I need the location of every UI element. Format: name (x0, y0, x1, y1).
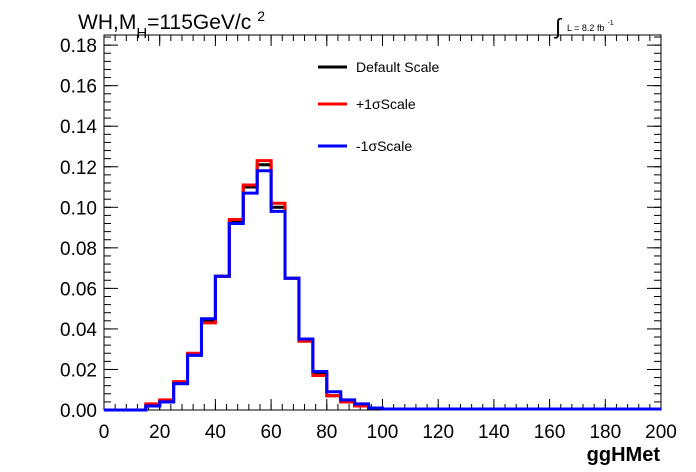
x-tick-label: 200 (645, 422, 677, 443)
x-tick-label: 40 (205, 422, 226, 443)
title-subscript: H (136, 25, 147, 42)
x-tick-label: 20 (149, 422, 170, 443)
y-tick-label: 0.00 (60, 401, 97, 422)
y-tick-label: 0.02 (60, 360, 97, 381)
y-tick-label: 0.14 (60, 117, 97, 138)
x-tick-label: 180 (589, 422, 621, 443)
y-tick-label: 0.08 (60, 239, 97, 260)
legend-label-1: +1σScale (356, 96, 416, 112)
luminosity-value: L = 8.2 fb (567, 23, 604, 33)
y-tick-label: 0.06 (60, 279, 97, 300)
legend: Default Scale +1σScale -1σScale (318, 59, 439, 154)
y-tick-label: 0.12 (60, 158, 97, 179)
legend-label-0: Default Scale (356, 59, 439, 75)
luminosity-exponent: -1 (607, 20, 613, 27)
luminosity-integral: ∫ (553, 14, 563, 39)
title-superscript: 2 (257, 8, 265, 24)
x-tick-label: 0 (99, 422, 110, 443)
x-axis-label: ggHMet (587, 444, 661, 466)
x-tick-label: 140 (478, 422, 510, 443)
title-rest: =115GeV/c (147, 11, 251, 34)
title-main: WH,M (78, 11, 136, 34)
x-tick-label: 80 (316, 422, 337, 443)
chart-title: WH,MH=115GeV/c 2 (78, 8, 265, 42)
x-tick-label: 160 (534, 422, 566, 443)
series-line-2 (104, 169, 661, 412)
x-axis-tick-labels: 0 20 40 60 80 100 120 140 160 180 200 (99, 422, 677, 443)
y-tick-label: 0.10 (60, 198, 97, 219)
luminosity-text: L = 8.2 fb -1 (567, 20, 614, 33)
x-tick-label: 120 (422, 422, 454, 443)
y-tick-label: 0.16 (60, 77, 97, 98)
x-tick-label: 100 (367, 422, 399, 443)
y-tick-label: 0.04 (60, 320, 97, 341)
y-axis-tick-labels: 0.00 0.02 0.04 0.06 0.08 0.10 0.12 0.14 0.16 0.18 (60, 36, 97, 422)
y-tick-label: 0.18 (60, 36, 97, 57)
series-lines (104, 159, 661, 412)
x-tick-label: 60 (261, 422, 282, 443)
legend-label-2: -1σScale (356, 138, 412, 154)
